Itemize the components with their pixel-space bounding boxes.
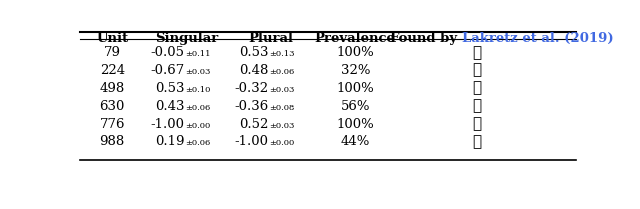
Text: ±0.08: ±0.08 <box>269 104 295 112</box>
Text: -0.32: -0.32 <box>234 82 269 95</box>
Text: 100%: 100% <box>337 117 374 131</box>
Text: ±0.06: ±0.06 <box>185 139 211 148</box>
Text: 100%: 100% <box>337 82 374 95</box>
Text: 0.52: 0.52 <box>239 117 269 131</box>
Text: ✗: ✗ <box>472 99 481 113</box>
Text: Plural: Plural <box>248 32 294 45</box>
Text: 776: 776 <box>99 117 125 131</box>
Text: 0.53: 0.53 <box>155 82 184 95</box>
Text: 0.43: 0.43 <box>155 100 184 113</box>
Text: ✗: ✗ <box>472 81 481 95</box>
Text: ±0.00: ±0.00 <box>269 139 295 148</box>
Text: Prevalence: Prevalence <box>315 32 396 45</box>
Text: 100%: 100% <box>337 46 374 59</box>
Text: Found by: Found by <box>390 32 462 45</box>
Text: ±0.06: ±0.06 <box>185 104 211 112</box>
Text: 498: 498 <box>100 82 125 95</box>
Text: 32%: 32% <box>340 64 370 77</box>
Text: ±0.03: ±0.03 <box>269 86 295 94</box>
Text: Lakretz et al. (2019): Lakretz et al. (2019) <box>462 32 614 45</box>
Text: ±0.13: ±0.13 <box>269 50 295 58</box>
Text: -0.36: -0.36 <box>234 100 269 113</box>
Text: Unit: Unit <box>96 32 128 45</box>
Text: ✗: ✗ <box>472 64 481 78</box>
Text: 988: 988 <box>100 135 125 148</box>
Text: ±0.11: ±0.11 <box>185 50 211 58</box>
Text: ✓: ✓ <box>472 117 481 131</box>
Text: 79: 79 <box>104 46 121 59</box>
Text: 56%: 56% <box>340 100 370 113</box>
Text: ±0.03: ±0.03 <box>185 68 211 76</box>
Text: -1.00: -1.00 <box>150 117 184 131</box>
Text: 44%: 44% <box>340 135 370 148</box>
Text: 630: 630 <box>100 100 125 113</box>
Text: -1.00: -1.00 <box>234 135 269 148</box>
Text: ✗: ✗ <box>472 46 481 60</box>
Text: 0.48: 0.48 <box>239 64 269 77</box>
Text: 224: 224 <box>100 64 125 77</box>
Text: 0.53: 0.53 <box>239 46 269 59</box>
Text: ±0.10: ±0.10 <box>185 86 211 94</box>
Text: 0.19: 0.19 <box>155 135 184 148</box>
Text: -0.05: -0.05 <box>150 46 184 59</box>
Text: Singular: Singular <box>155 32 218 45</box>
Text: ±0.06: ±0.06 <box>269 68 295 76</box>
Text: -0.67: -0.67 <box>150 64 184 77</box>
Text: ±0.00: ±0.00 <box>185 122 211 130</box>
Text: ✓: ✓ <box>472 135 481 149</box>
Text: ±0.03: ±0.03 <box>269 122 295 130</box>
